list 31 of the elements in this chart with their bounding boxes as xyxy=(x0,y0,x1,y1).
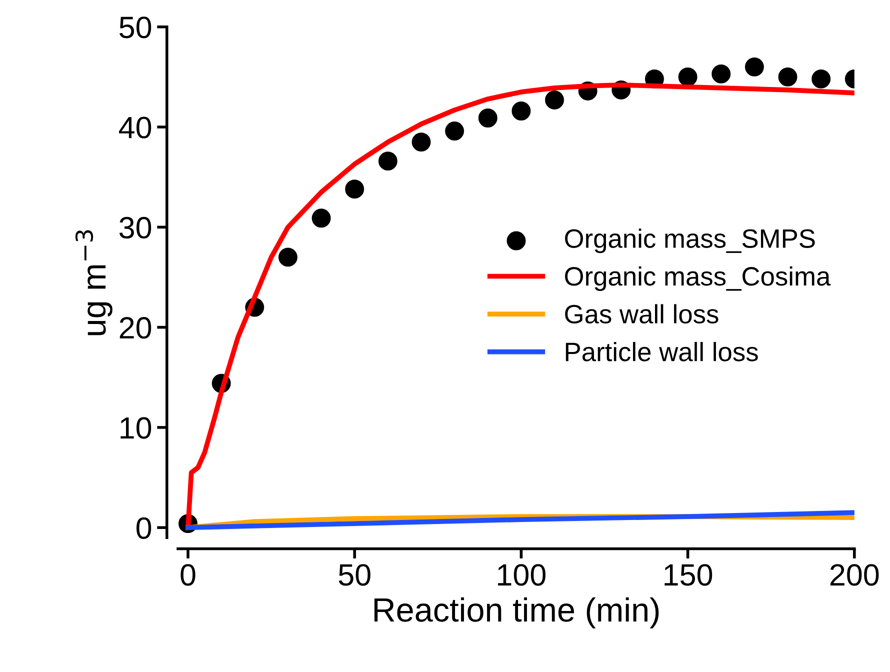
y-tick-label: 0 xyxy=(136,517,152,539)
point xyxy=(744,57,764,76)
point xyxy=(312,208,331,228)
y-tick-label: 30 xyxy=(119,216,152,239)
y-tick-label: 50 xyxy=(120,16,152,38)
y-axis-title: ug m$^{−3}$ xyxy=(75,230,112,336)
legend-label: Gas wall loss xyxy=(565,304,718,324)
point xyxy=(812,69,831,88)
point xyxy=(278,248,298,267)
point xyxy=(512,102,531,120)
y-tick-label: 10 xyxy=(120,417,152,439)
x-tick-label: 200 xyxy=(830,564,879,586)
point xyxy=(412,132,431,152)
x-tick-label: 100 xyxy=(498,564,546,586)
x-tick-label: 0 xyxy=(180,564,196,586)
point xyxy=(445,122,464,141)
x-tick-label: 150 xyxy=(664,564,712,586)
legend-label: Particle wall loss xyxy=(566,342,758,362)
x-axis-title: Reaction time (min) xyxy=(374,597,659,628)
point xyxy=(378,152,398,171)
point xyxy=(712,64,731,84)
x-tick-label: 50 xyxy=(338,564,370,586)
point xyxy=(678,67,698,86)
legend-label: Organic mass_SMPS xyxy=(565,228,815,254)
point xyxy=(345,180,364,199)
y-tick-label: 20 xyxy=(120,317,152,339)
point xyxy=(545,90,564,110)
point xyxy=(778,67,798,86)
y-tick-label: 40 xyxy=(119,116,152,138)
point xyxy=(478,108,498,128)
legend-label: Organic mass_Cosima xyxy=(565,266,831,291)
